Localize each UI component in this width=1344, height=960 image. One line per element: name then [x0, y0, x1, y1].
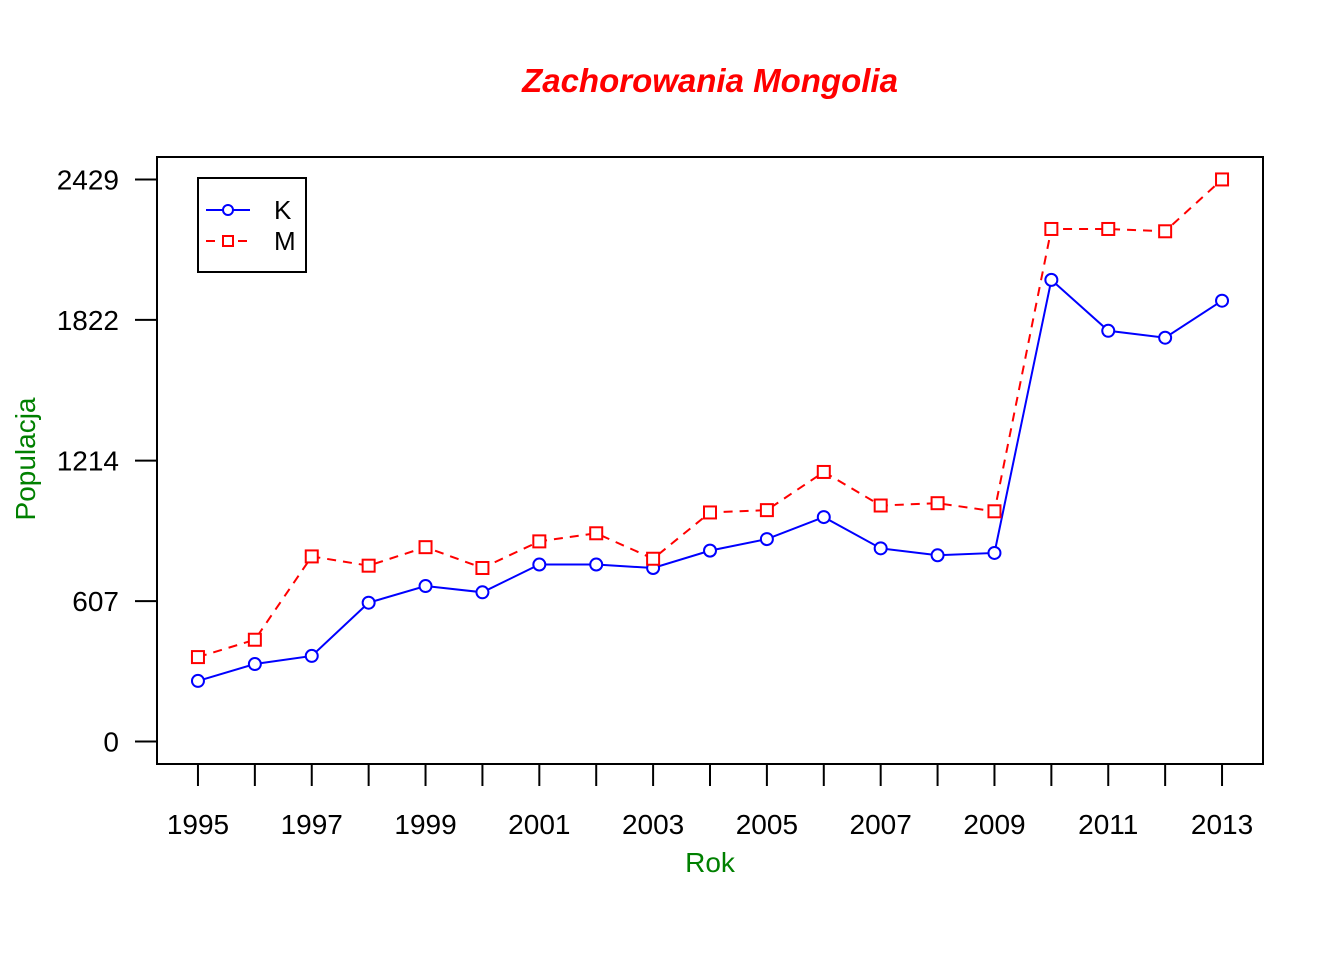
series-line-K	[197, 277, 1223, 682]
x-tick-label: 2001	[508, 809, 570, 840]
data-point-M-2010	[1044, 221, 1059, 236]
x-tick-label: 1999	[394, 809, 456, 840]
data-point-M-2007	[873, 498, 888, 513]
data-point-M-2013	[1215, 172, 1230, 187]
data-point-K-1997	[304, 648, 319, 663]
data-point-K-2008	[930, 548, 945, 563]
data-point-K-2006	[816, 510, 831, 525]
plot-frame	[156, 156, 1264, 765]
data-point-M-2001	[532, 534, 547, 549]
legend-label-K: K	[274, 195, 292, 225]
data-point-M-2009	[987, 504, 1002, 519]
x-tick-label: 1995	[167, 809, 229, 840]
x-tick-label: 2003	[622, 809, 684, 840]
data-point-M-1997	[304, 549, 319, 564]
data-point-K-2004	[703, 543, 717, 558]
data-point-K-2002	[589, 557, 604, 572]
data-point-M-2002	[589, 526, 604, 541]
legend-box	[197, 177, 307, 273]
y-tick-label: 0	[103, 727, 119, 758]
y-tick-label: 607	[72, 586, 119, 617]
x-tick-label: 2005	[736, 809, 798, 840]
data-point-M-1999	[418, 540, 433, 555]
legend-label-M: M	[274, 226, 296, 256]
x-tick-label: 2013	[1191, 809, 1253, 840]
chart-title: Zachorowania Mongolia	[521, 62, 898, 99]
data-point-K-1999	[418, 579, 433, 594]
y-axis-label: Populacja	[10, 397, 41, 520]
data-point-K-2009	[987, 545, 1002, 560]
data-point-K-2007	[873, 541, 888, 556]
data-point-M-2000	[475, 560, 490, 575]
legend-marker-M	[222, 235, 234, 247]
x-tick-label: 2007	[850, 809, 912, 840]
y-tick-label: 2429	[57, 164, 119, 195]
data-point-K-2000	[475, 585, 490, 600]
x-tick-label: 2009	[963, 809, 1025, 840]
data-point-K-1995	[190, 673, 205, 688]
data-point-M-2005	[759, 503, 774, 518]
series-line-M	[197, 178, 1223, 659]
x-tick-label: 1997	[281, 809, 343, 840]
data-point-M-2003	[646, 551, 661, 566]
data-point-M-2012	[1158, 224, 1173, 239]
x-tick-label: 2011	[1078, 809, 1138, 840]
data-point-K-1998	[361, 595, 376, 610]
data-point-M-2008	[930, 496, 945, 511]
data-point-M-1996	[247, 632, 262, 647]
y-tick-label: 1822	[57, 305, 119, 336]
data-point-K-2001	[532, 557, 547, 572]
data-point-M-2011	[1101, 221, 1116, 236]
legend-marker-K	[222, 204, 234, 216]
data-point-K-2010	[1044, 272, 1059, 287]
data-point-K-2005	[759, 532, 774, 547]
y-tick-label: 1214	[57, 446, 119, 477]
data-point-K-1996	[247, 657, 262, 672]
data-point-M-1995	[190, 650, 205, 665]
data-point-K-2012	[1158, 330, 1173, 345]
x-axis-label: Rok	[685, 847, 736, 878]
data-point-M-1998	[361, 558, 376, 573]
data-point-K-2013	[1215, 293, 1230, 308]
data-point-M-2006	[816, 464, 831, 479]
data-point-K-2011	[1101, 323, 1116, 338]
data-point-M-2004	[703, 505, 717, 520]
